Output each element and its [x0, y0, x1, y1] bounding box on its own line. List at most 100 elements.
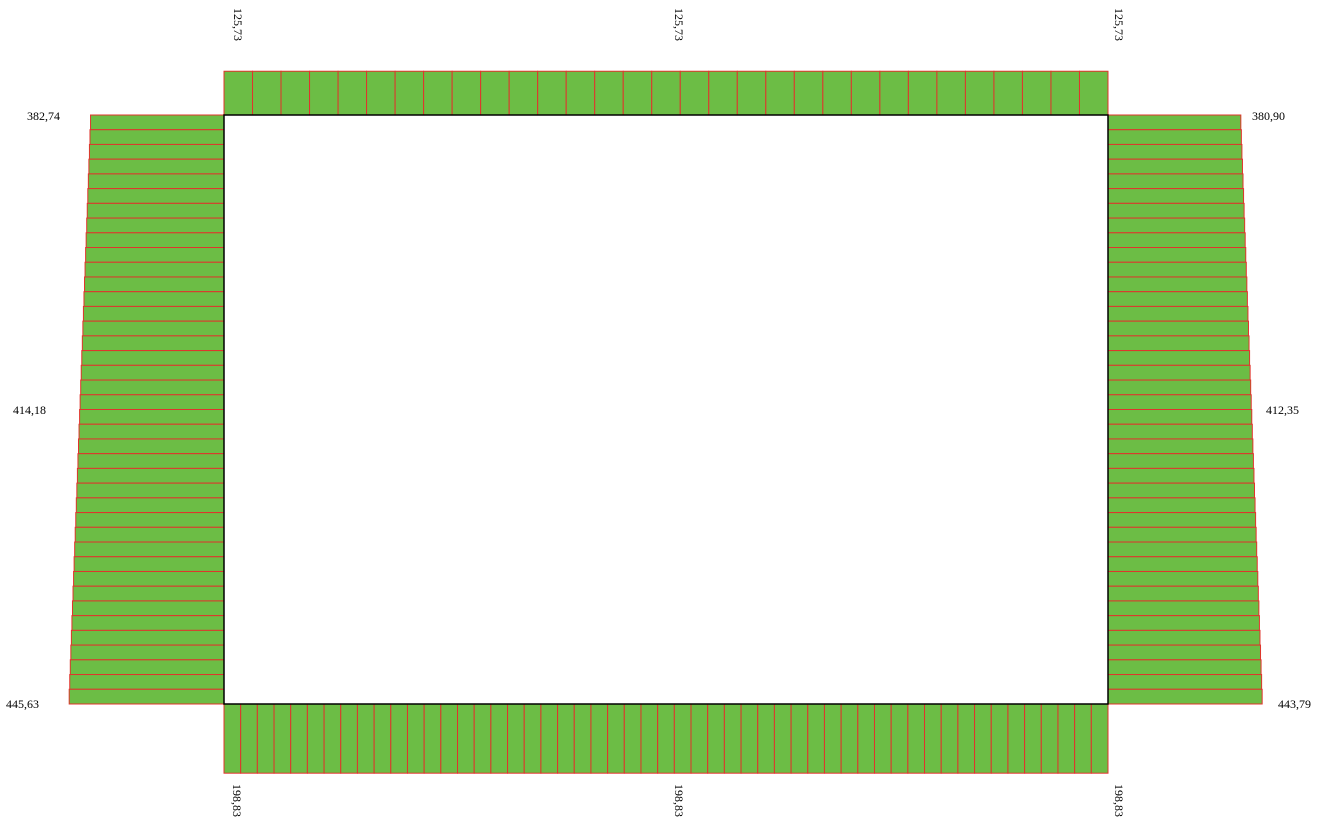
- right-load-segment: [1108, 115, 1241, 130]
- bottom-load-segment: [524, 704, 541, 773]
- top-load-segment: [880, 71, 909, 115]
- top-load-diagram: [224, 71, 1108, 115]
- right-load-segment: [1108, 130, 1241, 145]
- bottom-load-segment: [891, 704, 908, 773]
- right-load-segment: [1108, 336, 1249, 351]
- bottom-load-segment: [691, 704, 708, 773]
- right-load-segment: [1108, 410, 1252, 425]
- top-load-segment: [338, 71, 367, 115]
- bottom-load-segment: [975, 704, 992, 773]
- top-load-segment: [1022, 71, 1051, 115]
- left-load-segment: [89, 159, 224, 174]
- right-load-segment: [1108, 586, 1258, 601]
- bottom-load-segment: [708, 704, 725, 773]
- top-label-start: 125,73: [231, 8, 245, 41]
- right-load-segment: [1108, 174, 1243, 189]
- bottom-load-segment: [357, 704, 374, 773]
- bottom-load-segment: [407, 704, 424, 773]
- right-load-segment: [1108, 351, 1250, 366]
- left-load-segment: [80, 410, 224, 425]
- bottom-label-end: 198,83: [1112, 784, 1126, 817]
- right-load-segment: [1108, 189, 1244, 204]
- right-load-segment: [1108, 660, 1261, 675]
- bottom-load-segment: [491, 704, 508, 773]
- left-load-segment: [81, 380, 224, 395]
- left-load-segment: [89, 144, 224, 159]
- bottom-load-segment: [291, 704, 308, 773]
- right-load-segment: [1108, 601, 1259, 616]
- left-load-segment: [72, 616, 224, 631]
- bottom-load-segment: [874, 704, 891, 773]
- right-load-segment: [1108, 513, 1256, 528]
- right-load-segment: [1108, 292, 1247, 307]
- bottom-load-segment: [1025, 704, 1042, 773]
- right-load-segment: [1108, 262, 1246, 277]
- bottom-load-segment: [574, 704, 591, 773]
- left-load-segment: [90, 130, 224, 145]
- bottom-load-segment: [1041, 704, 1058, 773]
- bottom-load-segment: [391, 704, 408, 773]
- left-load-segment: [76, 513, 224, 528]
- right-load-diagram: [1108, 115, 1262, 704]
- right-load-segment: [1108, 203, 1244, 218]
- top-load-segment: [937, 71, 966, 115]
- bottom-load-segment: [658, 704, 675, 773]
- right-load-segment: [1108, 277, 1247, 292]
- left-load-segment: [85, 277, 224, 292]
- bottom-load-segment: [541, 704, 558, 773]
- left-load-segment: [88, 174, 224, 189]
- right-label-top: 380,90: [1252, 109, 1285, 123]
- right-load-segment: [1108, 542, 1257, 557]
- right-label-bottom: 443,79: [1278, 697, 1311, 711]
- bottom-load-segment: [991, 704, 1008, 773]
- left-load-segment: [83, 306, 224, 321]
- left-load-segment: [76, 498, 224, 513]
- right-load-segment: [1108, 321, 1248, 336]
- left-load-segment: [88, 189, 224, 204]
- right-load-segment: [1108, 645, 1261, 660]
- bottom-load-segment: [474, 704, 491, 773]
- top-load-segment: [595, 71, 624, 115]
- right-load-segment: [1108, 468, 1254, 483]
- bottom-load-segment: [1058, 704, 1075, 773]
- right-load-segment: [1108, 395, 1251, 410]
- right-load-segment: [1108, 616, 1259, 631]
- top-load-segment: [509, 71, 538, 115]
- top-load-segment: [965, 71, 994, 115]
- left-load-segment: [70, 660, 224, 675]
- top-load-segment: [794, 71, 823, 115]
- bottom-load-segment: [558, 704, 575, 773]
- bottom-label-mid: 198,83: [672, 784, 686, 817]
- left-load-segment: [84, 292, 224, 307]
- bottom-load-segment: [324, 704, 341, 773]
- bottom-load-segment: [808, 704, 825, 773]
- top-load-segment: [310, 71, 339, 115]
- top-load-segment: [823, 71, 852, 115]
- bottom-load-segment: [1008, 704, 1025, 773]
- top-load-segment: [680, 71, 709, 115]
- top-load-segment: [1051, 71, 1080, 115]
- top-load-segment: [281, 71, 310, 115]
- top-load-segment: [452, 71, 481, 115]
- left-load-segment: [81, 365, 224, 380]
- right-load-segment: [1108, 380, 1251, 395]
- bottom-load-segment: [925, 704, 942, 773]
- bottom-load-segment: [508, 704, 525, 773]
- left-load-segment: [85, 262, 224, 277]
- bottom-load-segment: [341, 704, 358, 773]
- left-load-segment: [69, 689, 224, 704]
- bottom-load-segment: [274, 704, 291, 773]
- left-load-segment: [83, 321, 224, 336]
- bottom-load-segment: [1091, 704, 1108, 773]
- right-load-segment: [1108, 248, 1246, 263]
- bottom-label-start: 198,83: [230, 784, 244, 817]
- bottom-load-segment: [724, 704, 741, 773]
- left-load-segment: [73, 586, 224, 601]
- bottom-load-segment: [941, 704, 958, 773]
- top-load-segment: [481, 71, 510, 115]
- bottom-load-segment: [641, 704, 658, 773]
- right-load-segment: [1108, 144, 1242, 159]
- top-load-segment: [424, 71, 453, 115]
- right-label-mid: 412,35: [1266, 403, 1299, 417]
- left-load-segment: [71, 630, 224, 645]
